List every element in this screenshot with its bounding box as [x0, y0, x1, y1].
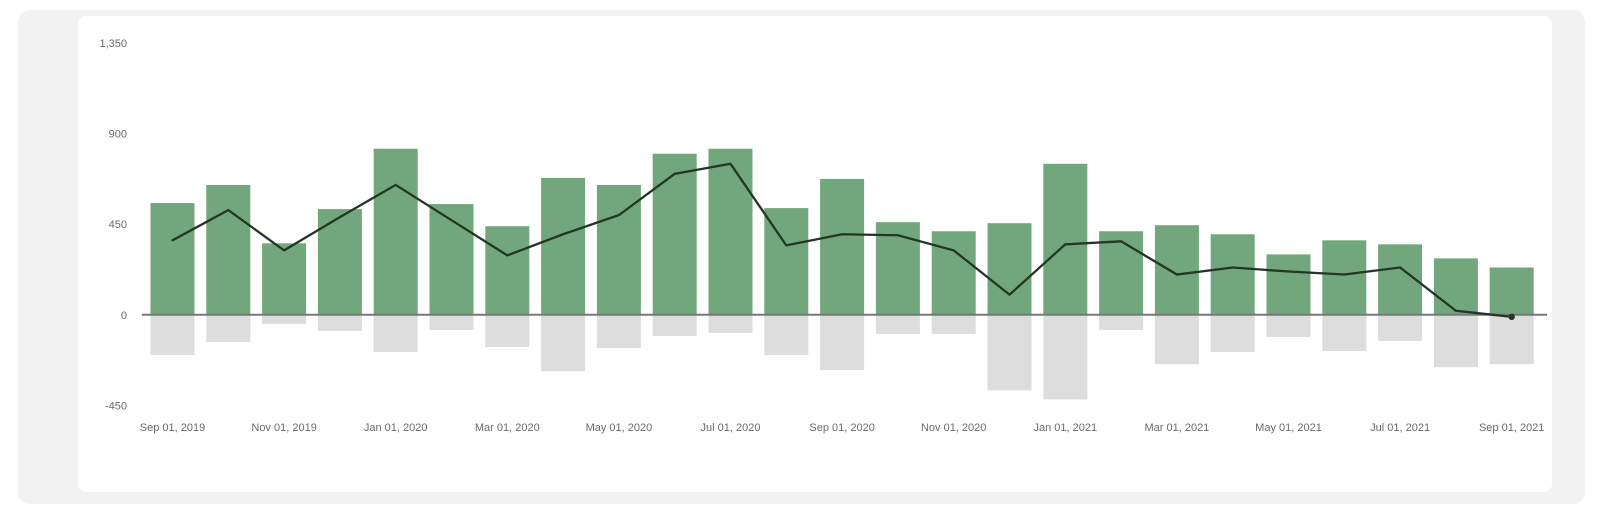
positive-bar[interactable] [820, 178, 865, 315]
negative-bar[interactable] [262, 314, 307, 324]
x-tick-label: Sep 01, 2021 [1479, 422, 1544, 434]
x-tick-label: Mar 01, 2021 [1144, 422, 1209, 434]
positive-bar[interactable] [875, 222, 920, 315]
positive-bar[interactable] [1266, 254, 1311, 315]
positive-bar[interactable] [429, 204, 474, 315]
positive-bar[interactable] [485, 226, 530, 315]
positive-bar[interactable] [1433, 258, 1478, 315]
positive-bar[interactable] [596, 184, 641, 315]
positive-bar[interactable] [652, 153, 697, 315]
negative-bar[interactable] [317, 314, 362, 331]
negative-bar[interactable] [820, 314, 865, 371]
negative-bar[interactable] [373, 314, 418, 353]
line-end-marker [1508, 313, 1515, 321]
negative-bar[interactable] [429, 314, 474, 330]
x-tick-label: May 01, 2021 [1255, 422, 1322, 434]
negative-bar[interactable] [1266, 314, 1311, 337]
positive-bar[interactable] [206, 184, 251, 315]
negative-bar[interactable] [1433, 314, 1478, 368]
x-tick-label: Sep 01, 2020 [809, 422, 874, 434]
trend-line[interactable] [171, 162, 1513, 318]
x-tick-label: Sep 01, 2019 [140, 422, 205, 434]
negative-bar[interactable] [541, 314, 586, 372]
x-tick-label: May 01, 2020 [586, 422, 653, 434]
negative-bar[interactable] [652, 314, 697, 336]
negative-bar[interactable] [1043, 314, 1088, 400]
positive-bar[interactable] [931, 231, 976, 315]
positive-bar[interactable] [262, 243, 307, 315]
y-tick-label: -450 [105, 400, 127, 412]
negative-bar[interactable] [875, 314, 920, 334]
positive-bar[interactable] [317, 209, 362, 315]
y-tick-label: 0 [121, 310, 127, 322]
positive-bar[interactable] [150, 203, 195, 315]
x-tick-label: Jul 01, 2020 [701, 422, 761, 434]
positive-bar[interactable] [1489, 267, 1534, 315]
negative-bar[interactable] [764, 314, 809, 356]
positive-bar[interactable] [1043, 163, 1088, 315]
negative-bar[interactable] [485, 314, 530, 348]
negative-bar[interactable] [1322, 314, 1367, 352]
negative-bar[interactable] [931, 314, 976, 334]
positive-bar[interactable] [1210, 234, 1255, 315]
negative-bar[interactable] [708, 314, 753, 333]
positive-bar[interactable] [1154, 225, 1199, 315]
positive-bar[interactable] [1322, 240, 1367, 315]
y-tick-label: 450 [109, 219, 127, 231]
positive-bar[interactable] [541, 177, 586, 315]
negative-bar[interactable] [150, 314, 195, 356]
negative-bar[interactable] [987, 314, 1032, 391]
x-tick-label: Mar 01, 2020 [475, 422, 540, 434]
x-tick-label: Nov 01, 2020 [921, 422, 986, 434]
y-tick-label: 900 [109, 129, 127, 141]
positive-bar[interactable] [373, 148, 418, 315]
negative-bar[interactable] [1210, 314, 1255, 353]
x-tick-label: Jul 01, 2021 [1370, 422, 1430, 434]
negative-bar[interactable] [1099, 314, 1144, 330]
x-tick-label: Jan 01, 2021 [1033, 422, 1097, 434]
positive-bar[interactable] [708, 148, 753, 315]
y-tick-label: 1,350 [99, 38, 127, 50]
negative-bar[interactable] [596, 314, 641, 349]
negative-bar[interactable] [1378, 314, 1423, 341]
negative-bar[interactable] [1489, 314, 1534, 365]
x-tick-label: Jan 01, 2020 [364, 422, 428, 434]
x-tick-label: Nov 01, 2019 [251, 422, 316, 434]
negative-bar[interactable] [206, 314, 251, 342]
negative-bar[interactable] [1154, 314, 1199, 365]
positive-bar[interactable] [987, 223, 1032, 315]
positive-bar[interactable] [1099, 231, 1144, 315]
